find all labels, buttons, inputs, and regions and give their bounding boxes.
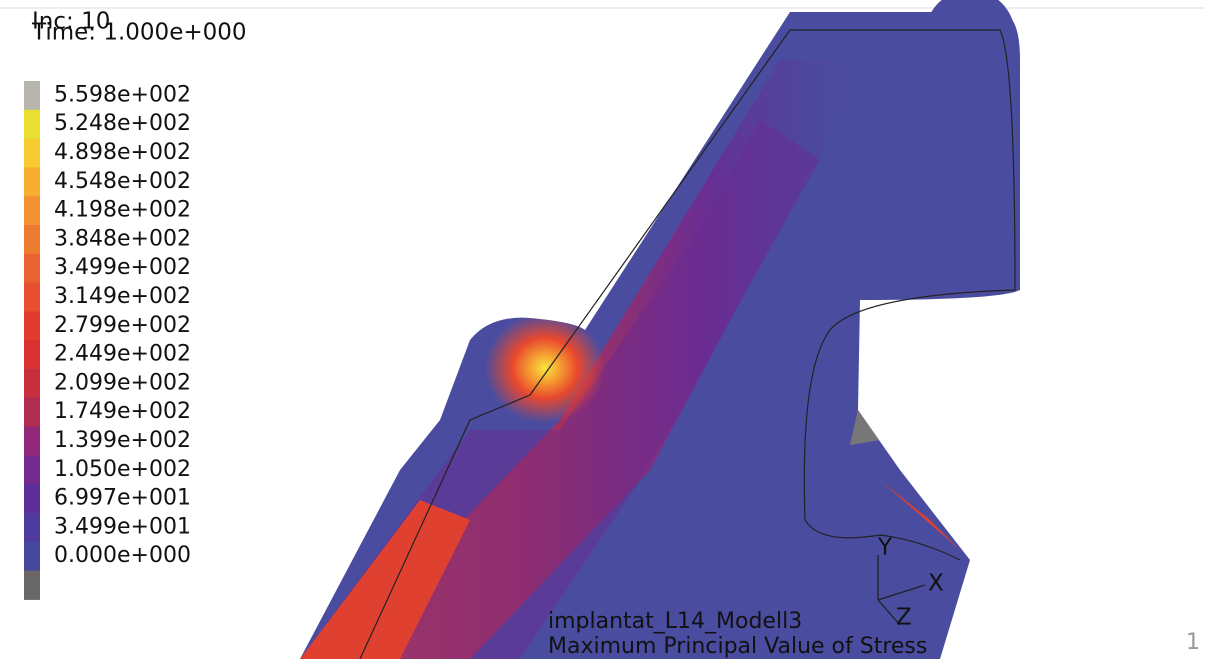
legend-swatch [24,254,40,283]
legend-swatch [24,139,40,168]
legend-swatch [24,398,40,427]
model-name: implantat_L14_Modell3 [548,609,802,634]
legend-swatch [24,81,40,110]
axis-z-label: Z [896,605,912,631]
legend-label: 3.848e+002 [54,226,191,251]
legend-label: 2.799e+002 [54,313,191,338]
legend-swatch [24,196,40,225]
legend-label: 2.099e+002 [54,370,191,395]
legend-label: 3.149e+002 [54,284,191,309]
legend-label: 4.898e+002 [54,140,191,165]
legend-swatch [24,513,40,542]
legend-swatch [24,427,40,456]
legend-label: 4.198e+002 [54,198,191,223]
viewport: Y X Z Inc: 10 Time: 1.000e+000 5.598e+00… [0,0,1205,659]
legend-swatch [24,484,40,513]
legend-label: 6.997e+001 [54,486,191,511]
legend-swatch [24,571,40,600]
result-quantity: Maximum Principal Value of Stress [548,634,927,659]
legend-swatch [24,283,40,312]
legend-swatch [24,369,40,398]
legend: 5.598e+002 5.248e+002 4.898e+002 4.548e+002… [24,81,191,600]
legend-label: 5.598e+002 [54,82,191,107]
legend-label: 3.499e+001 [54,514,191,539]
legend-swatch [24,225,40,254]
legend-swatch [24,311,40,340]
page-number: 1 [1186,630,1200,655]
legend-swatch [24,110,40,139]
legend-label: 0.000e+000 [54,543,191,568]
time: Time: 1.000e+000 [31,20,247,46]
legend-label: 1.749e+002 [54,399,191,424]
body [280,0,1040,659]
axis-x-label: X [928,571,944,597]
model-view: Y X Z Inc: 10 Time: 1.000e+000 5.598e+00… [0,0,1205,659]
legend-label: 1.050e+002 [54,457,191,482]
legend-label: 5.248e+002 [54,111,191,136]
legend-swatch [24,455,40,484]
legend-swatch [24,167,40,196]
legend-label: 3.499e+002 [54,255,191,280]
legend-swatch [24,340,40,369]
legend-swatch [24,542,40,571]
legend-label: 1.399e+002 [54,428,191,453]
legend-label: 2.449e+002 [54,342,191,367]
legend-label: 4.548e+002 [54,169,191,194]
axis-y-label: Y [877,535,893,561]
